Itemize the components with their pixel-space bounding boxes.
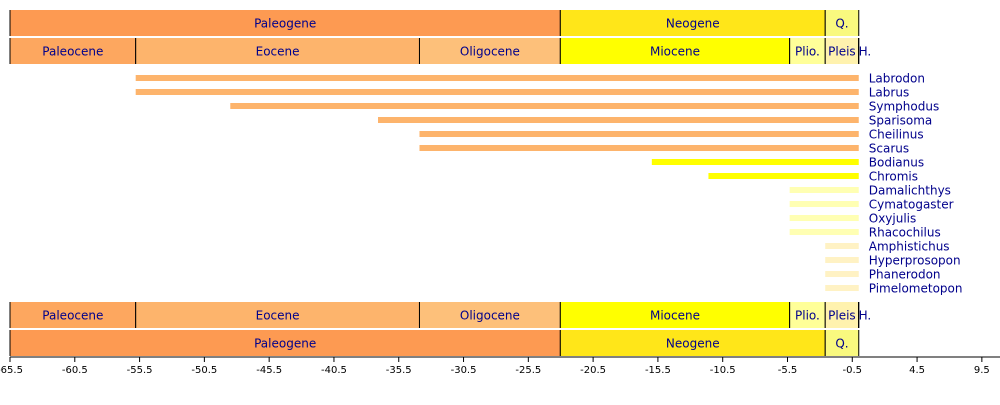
taxon-bar: [651, 159, 859, 165]
taxon-bar: [378, 117, 859, 123]
taxon-bar: [419, 131, 859, 137]
taxon-bar: [230, 103, 859, 109]
x-tick-label: -10.5: [710, 365, 736, 376]
x-tick-label: 9.5: [974, 365, 990, 376]
taxon-bar: [419, 145, 859, 151]
taxon-bar: [825, 271, 859, 277]
taxon-bar: [135, 75, 859, 81]
era: [825, 330, 859, 356]
epoch-label: H.: [859, 309, 872, 323]
epoch: [560, 302, 790, 328]
taxon-bar: [789, 229, 859, 235]
epoch-label: Plio.: [795, 309, 820, 323]
x-tick-label: -35.5: [386, 365, 412, 376]
taxon-bar: [825, 257, 859, 263]
taxon-label: Amphistichus: [869, 240, 950, 254]
x-tick-label: -55.5: [127, 365, 153, 376]
epoch: [825, 302, 859, 328]
epoch: [789, 302, 826, 328]
epoch: [789, 38, 826, 64]
taxon-label: Phanerodon: [869, 268, 941, 282]
taxon-label: Hyperprosopon: [869, 254, 961, 268]
era: [10, 330, 561, 356]
era-label: Paleogene: [254, 17, 316, 31]
taxon-label: Rhacochilus: [869, 226, 941, 240]
era-label: Neogene: [666, 337, 720, 351]
era-label: Paleogene: [254, 337, 316, 351]
taxon-bar: [789, 201, 859, 207]
epoch-label: Eocene: [256, 309, 300, 323]
epoch: [10, 302, 136, 328]
era-label: Neogene: [666, 17, 720, 31]
epoch: [135, 38, 420, 64]
taxon-bar: [825, 285, 859, 291]
era-label: Q.: [835, 17, 848, 31]
epoch-label: Eocene: [256, 45, 300, 59]
x-tick-label: -65.5: [0, 365, 23, 376]
epoch-label: Paleocene: [42, 45, 103, 59]
taxon-label: Bodianus: [869, 156, 924, 170]
x-tick-label: 4.5: [909, 365, 925, 376]
x-tick-label: -50.5: [191, 365, 217, 376]
x-tick-label: -45.5: [256, 365, 282, 376]
x-tick-label: -30.5: [451, 365, 477, 376]
taxon-label: Labrodon: [869, 72, 925, 86]
epoch: [560, 38, 790, 64]
era: [560, 330, 826, 356]
taxon-label: Cheilinus: [869, 128, 924, 142]
epoch-label: H.: [859, 45, 872, 59]
era: [10, 10, 561, 36]
taxon-bar: [708, 173, 859, 179]
epoch-label: Miocene: [650, 45, 700, 59]
x-tick-label: -20.5: [580, 365, 606, 376]
taxon-bar: [789, 187, 859, 193]
taxon-label: Sparisoma: [869, 114, 933, 128]
x-tick-label: -15.5: [645, 365, 671, 376]
epoch: [825, 38, 859, 64]
taxon-label: Damalichthys: [869, 184, 951, 198]
epoch-label: Miocene: [650, 309, 700, 323]
epoch: [10, 38, 136, 64]
epoch-label: Pleis: [828, 309, 856, 323]
taxon-label: Oxyjulis: [869, 212, 917, 226]
epoch-label: Oligocene: [460, 45, 520, 59]
taxon-label: Symphodus: [869, 100, 939, 114]
x-tick-label: -60.5: [62, 365, 88, 376]
era: [560, 10, 826, 36]
x-tick-label: -5.5: [778, 365, 798, 376]
epoch-label: Paleocene: [42, 309, 103, 323]
epoch: [135, 302, 420, 328]
x-tick-label: -40.5: [321, 365, 347, 376]
taxon-bar: [135, 89, 859, 95]
era: [825, 10, 859, 36]
taxon-label: Scarus: [869, 142, 909, 156]
taxon-bar: [825, 243, 859, 249]
taxon-label: Cymatogaster: [869, 198, 954, 212]
taxon-bar: [789, 215, 859, 221]
taxon-label: Labrus: [869, 86, 909, 100]
epoch: [419, 38, 561, 64]
epoch-label: Oligocene: [460, 309, 520, 323]
x-tick-label: -25.5: [515, 365, 541, 376]
x-tick-label: -0.5: [843, 365, 863, 376]
taxon-label: Chromis: [869, 170, 918, 184]
epoch-label: Pleis: [828, 45, 856, 59]
epoch: [419, 302, 561, 328]
epoch-label: Plio.: [795, 45, 820, 59]
taxon-label: Pimelometopon: [869, 282, 963, 296]
era-label: Q.: [835, 337, 848, 351]
